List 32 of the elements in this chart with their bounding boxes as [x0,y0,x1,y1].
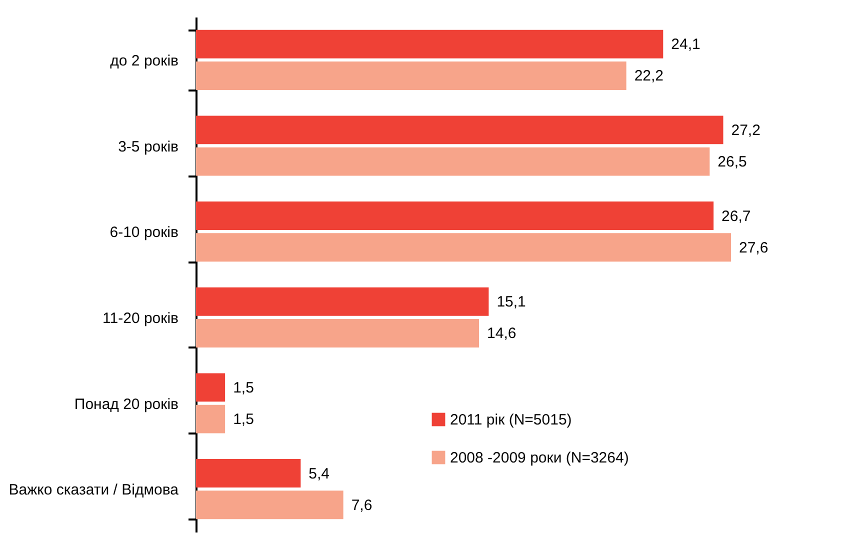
bar [196,116,724,144]
legend-label: 2011 рік (N=5015) [450,412,572,428]
data-label: 5,4 [308,465,330,482]
data-label: 27,2 [731,122,760,139]
bar [196,287,489,316]
bar [196,147,710,176]
bar [196,404,226,434]
y-tick-label: Понад 20 років [74,396,179,413]
bar [196,62,626,90]
data-label: 26,7 [722,208,751,225]
data-label: 7,6 [351,496,372,514]
bar [196,30,664,58]
data-label: 26,5 [718,154,747,171]
y-tick-label: до 2 років [110,52,179,70]
data-label: 27,6 [739,239,768,256]
y-tick-label: Важко сказати / Відмова [8,482,180,499]
bar [196,459,301,488]
data-label: 1,5 [233,379,254,396]
y-tick-label: 6-10 років [110,224,179,242]
bar [196,233,731,262]
legend-label: 2008 -2009 роки (N=3264) [450,450,629,466]
data-label: 14,6 [487,325,516,342]
data-label: 15,1 [496,294,526,311]
bar [196,202,714,230]
bar [196,319,480,348]
y-tick-label: 11-20 років [102,310,179,327]
bar [196,490,344,520]
data-label: 22,2 [634,68,664,85]
data-label: 1,5 [233,411,254,428]
bar [196,373,226,402]
data-label: 24,1 [671,36,700,54]
y-tick-label: 3-5 років [118,138,179,156]
